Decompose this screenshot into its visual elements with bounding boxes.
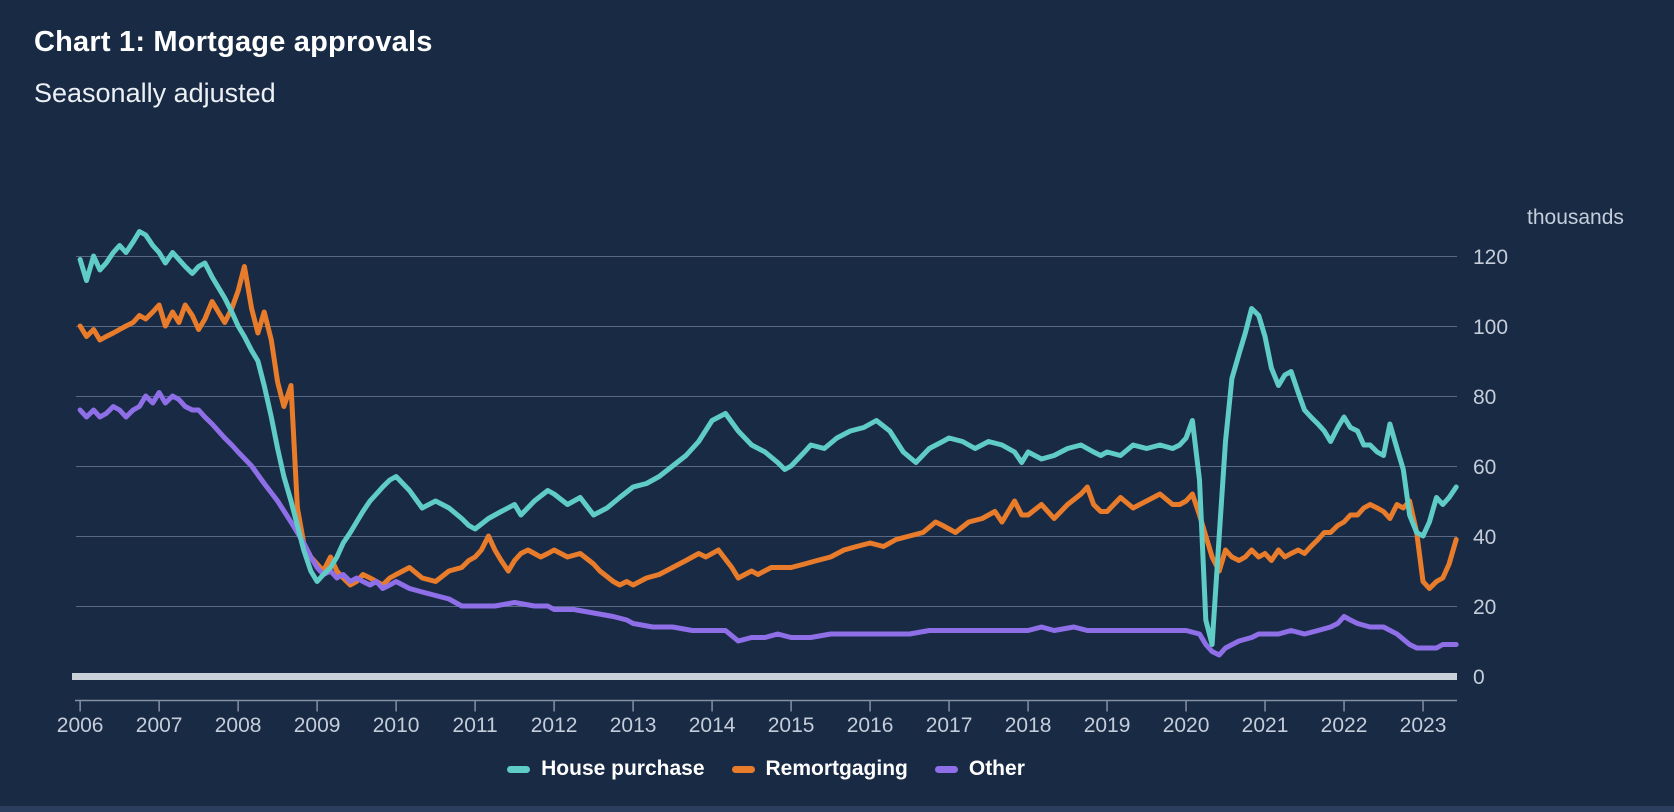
x-tick-label-2007: 2007 — [136, 714, 183, 737]
legend-swatch-house-purchase — [507, 765, 531, 773]
legend-swatch-other — [934, 765, 958, 773]
x-tick-label-2011: 2011 — [453, 714, 498, 737]
x-tick-label-2021: 2021 — [1242, 714, 1289, 737]
x-tick-label-2017: 2017 — [926, 714, 973, 737]
legend-label-house-purchase: House purchase — [541, 757, 705, 780]
x-tick-label-2014: 2014 — [689, 714, 736, 737]
chart-subtitle: Seasonally adjusted — [34, 78, 276, 108]
x-tick-label-2012: 2012 — [531, 714, 578, 737]
x-tick-label-2022: 2022 — [1321, 714, 1368, 737]
x-tick-label-2018: 2018 — [1005, 714, 1052, 737]
x-tick-label-2013: 2013 — [610, 714, 657, 737]
legend-item-other: Other — [934, 757, 1025, 781]
legend-label-other: Other — [968, 757, 1025, 780]
x-tick-label-2008: 2008 — [215, 714, 262, 737]
series-line-house-purchase — [77, 229, 1459, 647]
legend-label-remortgaging: Remortgaging — [765, 757, 908, 780]
x-tick-label-2016: 2016 — [847, 714, 894, 737]
legend-swatch-remortgaging — [731, 765, 755, 773]
x-tick-label-2010: 2010 — [373, 714, 420, 737]
y-tick-label-120: 120 — [1473, 246, 1508, 269]
y-tick-label-40: 40 — [1473, 526, 1496, 549]
x-tick-label-2015: 2015 — [768, 714, 815, 737]
y-tick-label-60: 60 — [1473, 456, 1496, 479]
chart-title: Chart 1: Mortgage approvals — [34, 26, 433, 58]
x-tick-label-2020: 2020 — [1163, 714, 1210, 737]
x-tick-label-2006: 2006 — [57, 714, 104, 737]
series-line-other — [77, 390, 1459, 658]
series-line-remortgaging — [77, 264, 1459, 591]
legend-item-house-purchase: House purchase — [507, 757, 705, 781]
y-tick-label-80: 80 — [1473, 386, 1496, 409]
y-tick-label-20: 20 — [1473, 596, 1496, 619]
x-tick-label-2019: 2019 — [1084, 714, 1131, 737]
y-tick-label-0: 0 — [1473, 666, 1485, 689]
legend-item-remortgaging: Remortgaging — [731, 757, 908, 781]
y-tick-label-100: 100 — [1473, 316, 1508, 339]
y-axis-unit-label: thousands — [1527, 206, 1624, 229]
bottom-edge-strip — [0, 806, 1674, 812]
x-tick-label-2009: 2009 — [294, 714, 341, 737]
chart-legend: House purchase Remortgaging Other — [75, 751, 1457, 787]
x-tick-label-2023: 2023 — [1400, 714, 1447, 737]
